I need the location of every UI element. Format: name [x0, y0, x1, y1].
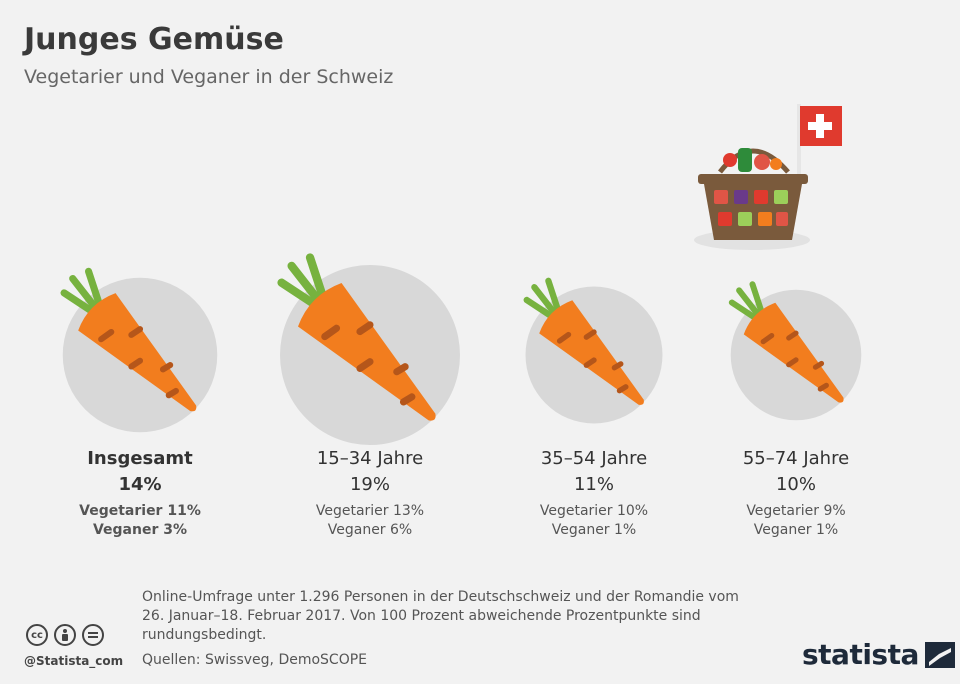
carrot-mark	[611, 361, 624, 371]
group-total: 19%	[349, 474, 390, 495]
carrot-body	[743, 302, 844, 403]
group-vegetarier: Vegetarier 9%	[746, 503, 846, 519]
group-vegetarier: Vegetarier 13%	[315, 503, 425, 519]
carrot-mark	[356, 358, 374, 372]
group-vegetarier: Vegetarier 11%	[79, 503, 201, 519]
carrot-bubble	[277, 253, 460, 445]
carrot-mark	[817, 382, 829, 392]
group-label: Insgesamt	[87, 448, 193, 469]
group-vegetarier: Vegetarier 10%	[539, 503, 649, 519]
carrot-bubble	[728, 281, 862, 421]
carrot-mark	[812, 360, 825, 370]
group-label: 35–54 Jahre	[540, 448, 648, 469]
carrot-mark	[616, 384, 629, 394]
source-note: Quellen: Swissveg, DemoSCOPE	[142, 652, 368, 668]
group-veganer: Veganer 6%	[327, 522, 413, 538]
statista-mark-icon	[924, 641, 955, 668]
carrot-mark	[159, 362, 174, 373]
carrot-bubble	[523, 277, 663, 424]
carrot-mark	[760, 332, 775, 345]
carrot-mark	[128, 326, 144, 338]
group-veganer: Veganer 3%	[92, 522, 188, 538]
carrot-icon	[60, 267, 197, 412]
group-total: 11%	[573, 474, 614, 495]
carrot-mark	[583, 329, 597, 340]
carrot-mark	[583, 357, 597, 368]
carrot-mark	[786, 330, 799, 341]
group-total: 14%	[118, 474, 162, 495]
carrot-mark	[786, 357, 799, 368]
group-veganer: Veganer 1%	[551, 522, 637, 538]
group-label: 15–34 Jahre	[316, 448, 424, 469]
carrot-body	[297, 282, 436, 421]
carrot-mark	[321, 324, 341, 341]
statista-logo[interactable]: statista	[802, 638, 955, 671]
license-icons: cc	[26, 624, 104, 646]
carrot-icon	[277, 253, 436, 421]
brand-text: statista	[802, 638, 919, 671]
chart-title: Junges Gemüse	[24, 22, 284, 57]
cc-icon: cc	[26, 624, 48, 646]
carrot-body	[539, 300, 644, 405]
carrot-mark	[399, 393, 416, 406]
carrot-icon	[728, 281, 844, 403]
carrot-mark	[556, 331, 572, 344]
group-veganer: Veganer 1%	[753, 522, 839, 538]
footnote: Online-Umfrage unter 1.296 Personen in d…	[142, 589, 739, 643]
carrot-body	[78, 293, 197, 412]
carrot-icon	[523, 277, 644, 405]
statista-handle[interactable]: @Statista_com	[24, 654, 124, 668]
carrot-mark	[98, 328, 115, 343]
carrot-mark	[356, 321, 374, 336]
group-total: 10%	[775, 474, 816, 495]
carrot-bubble	[60, 267, 218, 433]
attribution-icon	[54, 624, 76, 646]
chart-subtitle: Vegetarier und Veganer in der Schweiz	[24, 66, 394, 88]
no-derivatives-icon	[82, 624, 104, 646]
basket-illustration	[694, 104, 842, 250]
carrot-mark	[165, 387, 179, 399]
carrot-mark	[393, 363, 409, 376]
carrot-mark	[128, 357, 144, 370]
group-label: 55–74 Jahre	[742, 448, 850, 469]
